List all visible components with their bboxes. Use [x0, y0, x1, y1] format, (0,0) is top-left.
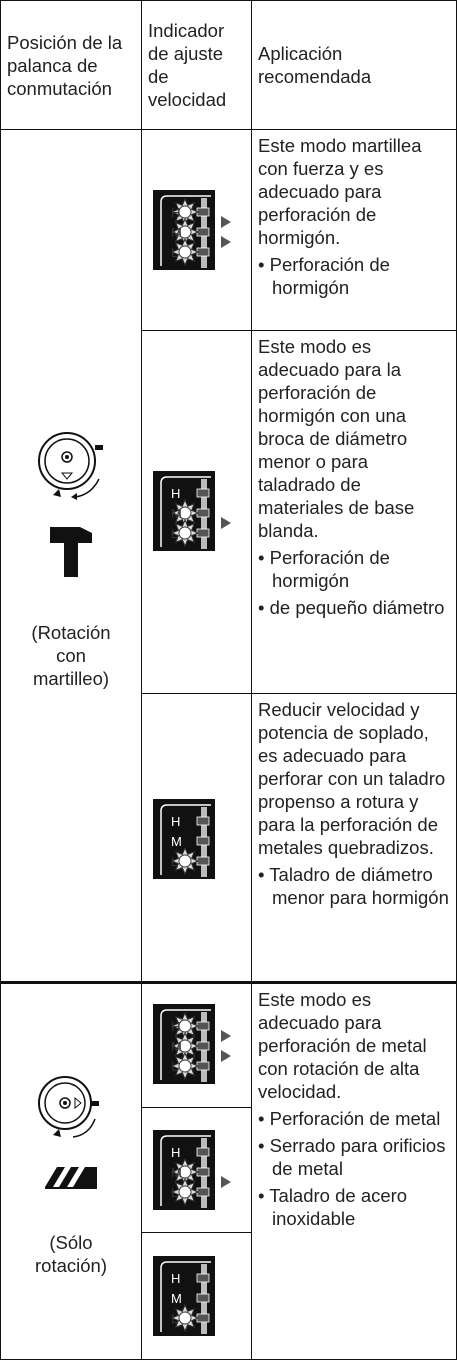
slider-tab [196, 836, 210, 846]
level-label: M [171, 1039, 182, 1054]
level-label: L [171, 1059, 178, 1074]
level-label: L [171, 1185, 178, 1200]
header-text: Aplicación recomendada [258, 43, 372, 87]
header-cell: Posición de la palanca de conmutación [0, 0, 142, 130]
mode-label: (Rotación con martilleo) [31, 622, 111, 689]
level-label: M [171, 1165, 182, 1180]
speed-indicator: HML [153, 1256, 215, 1336]
application-cell: Este modo es adecuado para la perforació… [251, 330, 457, 694]
level-label: H [171, 205, 180, 220]
light [178, 526, 192, 540]
level-label: L [171, 526, 178, 541]
panel-outline [160, 804, 211, 875]
hammer-icon [50, 527, 92, 577]
slider-tab [196, 816, 210, 826]
light [178, 1019, 192, 1033]
arrow [221, 1050, 231, 1062]
speed-indicator: HML [153, 799, 215, 879]
description: Reducir velocidad y potencia de soplado,… [258, 699, 446, 858]
level-label: H [171, 1271, 180, 1286]
light [178, 1185, 192, 1199]
level-label: H [171, 1019, 180, 1034]
application-cell: Reducir velocidad y potencia de soplado,… [251, 693, 457, 982]
arrow [221, 1030, 231, 1042]
slider-tab [196, 1293, 210, 1303]
slider-tab [196, 1147, 210, 1157]
light [178, 1059, 192, 1073]
panel-outline [160, 1135, 211, 1206]
application-cell: Este modo martillea con fuerza y es adec… [251, 129, 457, 331]
light [178, 854, 192, 868]
arrow [221, 216, 231, 228]
panel-outline [160, 1009, 211, 1080]
speed-indicator: HML [153, 1130, 231, 1210]
rotation-icon [45, 1166, 97, 1189]
level-label: M [171, 834, 182, 849]
speed-indicator: HML [153, 1004, 231, 1084]
arrow [221, 1176, 231, 1188]
panel-outline [160, 195, 211, 266]
slider-tab [196, 488, 210, 498]
header-text: Indicador de ajuste de velocidad [148, 20, 227, 110]
header-cell: Indicador de ajuste de velocidad [141, 0, 252, 130]
mode-cell: (Sólo rotación) [0, 981, 142, 1360]
level-label: L [171, 1311, 178, 1326]
arrow [221, 236, 231, 248]
header-cell: Aplicación recomendada [251, 0, 457, 130]
light [178, 205, 192, 219]
use-item: • Perforación de hormigón [258, 547, 390, 591]
mode-label: (Sólo rotación) [35, 1231, 107, 1276]
dial-icon [38, 1075, 99, 1138]
panel-outline [160, 1261, 211, 1332]
speed-indicator: HML [153, 190, 231, 270]
use-item: • Serrado para orificios de metal [258, 1135, 446, 1179]
level-label: M [171, 1291, 182, 1306]
level-label: M [171, 506, 182, 521]
dial-icon [38, 432, 103, 500]
speed-indicator: HML [153, 471, 231, 551]
panel-outline [160, 476, 211, 547]
level-label: H [171, 814, 180, 829]
description: Este modo es adecuado para la perforació… [258, 336, 415, 541]
arrow [221, 517, 231, 529]
application-cell: Este modo es adecuado para perforación d… [251, 981, 457, 1360]
level-label: L [171, 245, 178, 260]
level-label: H [171, 1145, 180, 1160]
header-text: Posición de la palanca de conmutación [7, 31, 123, 99]
level-label: L [171, 854, 178, 869]
use-item: • Perforación de hormigón [258, 254, 390, 298]
mode-cell: (Rotación con martilleo) [0, 129, 142, 982]
use-item: • Perforación de metal [258, 1108, 441, 1129]
light [178, 245, 192, 259]
description: Este modo es adecuado para perforación d… [258, 989, 427, 1102]
use-item: • Taladro de diámetro menor para hormigó… [258, 864, 449, 908]
slider-tab [196, 1273, 210, 1283]
light [178, 1311, 192, 1325]
level-label: H [171, 486, 180, 501]
level-label: M [171, 225, 182, 240]
description: Este modo martillea con fuerza y es adec… [258, 135, 422, 248]
use-item: • de pequeño diámetro [258, 597, 445, 618]
use-item: • Taladro de acero inoxidable [258, 1185, 408, 1229]
